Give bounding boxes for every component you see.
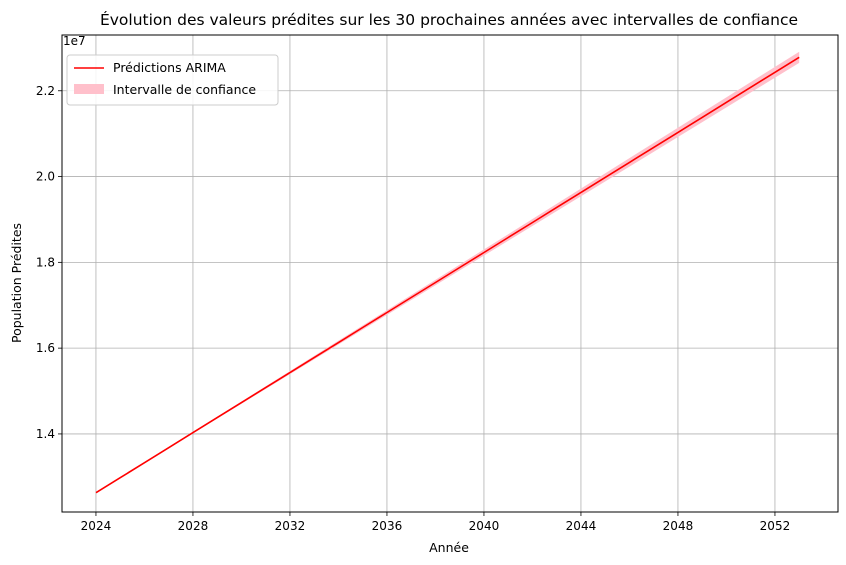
x-tick-label: 2040 xyxy=(469,519,500,533)
y-axis-ticks: 1.4 1.6 1.8 2.0 2.2 xyxy=(36,84,62,441)
x-axis-ticks: 2024 2028 2032 2036 2040 2044 2048 2052 xyxy=(81,512,791,533)
prediction-line xyxy=(95,56,800,494)
prediction-line-layer xyxy=(95,56,800,494)
y-offset-label: 1e7 xyxy=(63,34,86,48)
x-tick-label: 2032 xyxy=(275,519,306,533)
y-tick-label: 2.2 xyxy=(36,84,55,98)
y-tick-label: 1.4 xyxy=(36,427,55,441)
legend-box xyxy=(66,54,279,106)
x-tick-label: 2024 xyxy=(81,519,112,533)
y-tick-label: 1.8 xyxy=(36,255,55,269)
y-axis-label: Population Prédites xyxy=(9,223,24,343)
legend-band-swatch xyxy=(74,84,104,94)
chart-title: Évolution des valeurs prédites sur les 3… xyxy=(100,10,798,29)
x-tick-label: 2028 xyxy=(178,519,209,533)
plot-frame xyxy=(61,34,839,513)
x-tick-label: 2036 xyxy=(372,519,403,533)
x-tick-label: 2048 xyxy=(663,519,694,533)
y-tick-label: 1.6 xyxy=(36,341,55,355)
legend-label-predictions: Prédictions ARIMA xyxy=(113,60,226,75)
x-tick-label: 2052 xyxy=(760,519,791,533)
legend: Prédictions ARIMA Intervalle de confianc… xyxy=(66,54,279,106)
grid-lines xyxy=(62,35,838,512)
x-tick-label: 2044 xyxy=(566,519,597,533)
y-tick-label: 2.0 xyxy=(36,170,55,184)
confidence-band-layer xyxy=(96,51,800,493)
legend-label-interval: Intervalle de confiance xyxy=(113,82,256,97)
x-axis-label: Année xyxy=(429,540,469,555)
confidence-band xyxy=(96,51,800,493)
